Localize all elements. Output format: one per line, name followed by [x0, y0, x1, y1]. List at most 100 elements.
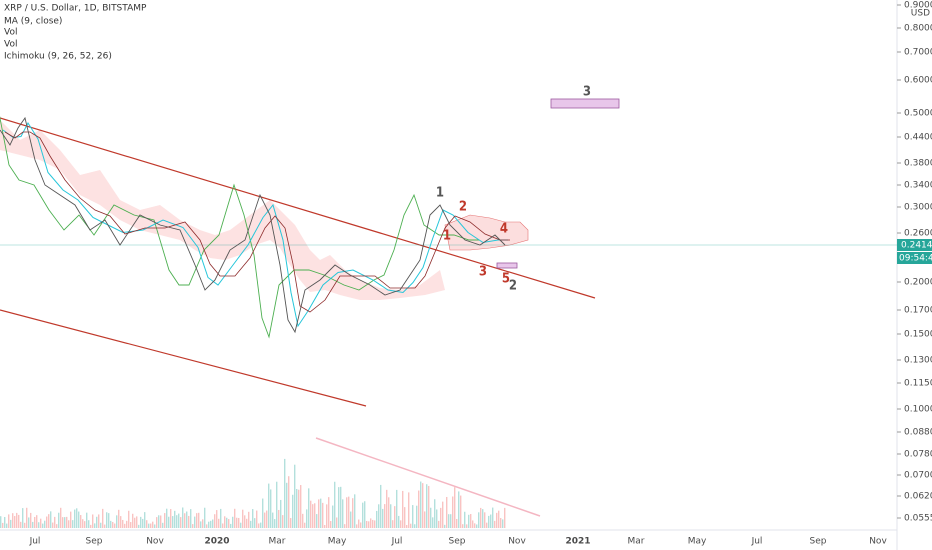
- volume-bar: [52, 522, 54, 528]
- time-label: Nov: [146, 537, 164, 547]
- volume-bar: [300, 485, 302, 528]
- volume-bar: [394, 506, 396, 528]
- volume-bar: [286, 482, 288, 528]
- volume-bar: [200, 521, 202, 528]
- volume-bar: [344, 524, 346, 528]
- volume-bar: [84, 521, 86, 528]
- volume-bar: [226, 517, 228, 528]
- volume-bar: [376, 510, 378, 528]
- volume-bar: [98, 514, 100, 528]
- volume-bar: [166, 508, 168, 528]
- volume-bar: [146, 520, 148, 528]
- volume-bar: [74, 509, 76, 528]
- volume-bar: [468, 514, 470, 528]
- volume-bar: [254, 518, 256, 528]
- volume-bar: [332, 505, 334, 528]
- volume-bar: [138, 524, 140, 528]
- volume-bar: [440, 507, 442, 528]
- wave-label: 5: [502, 272, 510, 287]
- volume-bar: [386, 489, 388, 528]
- volume-bar: [12, 513, 14, 528]
- currency-label: USD: [911, 9, 930, 19]
- volume-bar: [406, 524, 408, 528]
- volume-bar: [126, 520, 128, 528]
- volume-bar: [120, 516, 122, 528]
- volume-bar: [284, 458, 286, 528]
- volume-bar: [230, 523, 232, 528]
- volume-bar: [40, 518, 42, 528]
- volume-bar: [234, 508, 236, 528]
- volume-bar: [308, 488, 310, 528]
- volume-bar: [62, 517, 64, 528]
- time-label: 2020: [204, 537, 229, 547]
- volume-bar: [108, 513, 110, 528]
- volume-bar: [130, 522, 132, 528]
- volume-bar: [398, 515, 400, 528]
- volume-bar: [482, 509, 484, 528]
- volume-bar: [70, 511, 72, 528]
- volume-bar: [176, 515, 178, 528]
- volume-bar: [94, 523, 96, 528]
- volume-bar: [116, 515, 118, 528]
- volume-bar: [260, 522, 262, 528]
- time-label: Nov: [508, 537, 526, 547]
- volume-bar: [318, 499, 320, 528]
- volume-bar: [498, 510, 500, 528]
- volume-bar: [420, 481, 422, 528]
- volume-bar: [388, 497, 390, 528]
- volume-bar: [10, 519, 12, 528]
- volume-bar: [370, 518, 372, 528]
- volume-bar: [454, 487, 456, 528]
- volume-bar: [374, 520, 376, 528]
- wave-label: 2: [509, 279, 517, 294]
- volume-bar: [156, 517, 158, 528]
- volume-bar: [100, 522, 102, 528]
- time-label: Sep: [86, 537, 103, 547]
- volume-bar: [152, 521, 154, 528]
- volume-bar: [494, 520, 496, 528]
- volume-bar: [154, 524, 156, 528]
- volume-bar: [102, 508, 104, 528]
- time-label: Jul: [29, 537, 41, 547]
- volume-bar: [208, 521, 210, 528]
- volume-bar: [124, 523, 126, 528]
- price-label: 0.06200: [904, 492, 932, 502]
- volume-bar: [430, 507, 432, 528]
- volume-bar: [448, 514, 450, 528]
- volume-bar: [142, 518, 144, 528]
- volume-bar: [68, 520, 70, 528]
- volume-bar: [118, 509, 120, 528]
- wave-label: 1: [436, 186, 444, 201]
- price-label: 0.05550: [904, 514, 932, 524]
- price-label: 0.07800: [904, 450, 932, 460]
- volume-bar: [196, 513, 198, 528]
- volume-bar: [500, 518, 502, 528]
- price-label: 0.60000: [904, 76, 932, 86]
- volume-bar: [486, 522, 488, 528]
- target-box-small: [496, 262, 518, 269]
- volume-bar: [256, 510, 258, 528]
- volume-bar: [262, 498, 264, 528]
- volume-bar: [314, 503, 316, 528]
- volume-bar: [192, 524, 194, 528]
- volume-bar: [54, 516, 56, 528]
- volume-bar: [470, 514, 472, 528]
- volume-bar: [354, 494, 356, 528]
- volume-bar: [382, 508, 384, 528]
- volume-bar: [172, 516, 174, 528]
- volume-bar: [360, 522, 362, 528]
- volume-bar: [424, 511, 426, 528]
- volume-bar: [228, 519, 230, 528]
- volume-bar: [26, 507, 28, 528]
- legend-item: Vol: [4, 28, 17, 38]
- volume-bar: [472, 520, 474, 528]
- volume-bar: [504, 507, 506, 528]
- volume-bar: [442, 501, 444, 528]
- volume-bar: [270, 489, 272, 528]
- price-label: 0.30000: [904, 203, 932, 213]
- volume-bar: [282, 515, 284, 528]
- volume-bar: [168, 516, 170, 528]
- volume-bar: [82, 519, 84, 528]
- volume-bar: [114, 523, 116, 528]
